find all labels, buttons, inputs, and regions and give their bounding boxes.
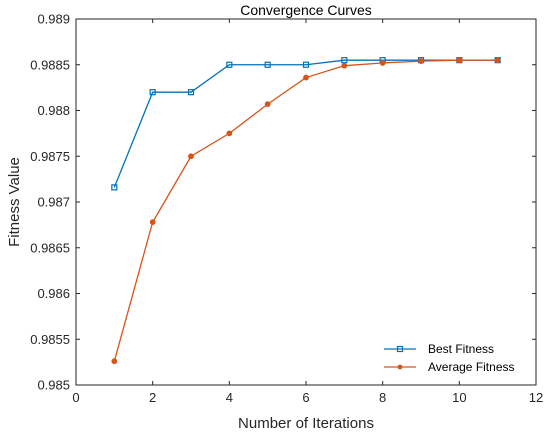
- y-tick-label: 0.989: [37, 12, 70, 27]
- best-fitness-point: [264, 61, 271, 68]
- legend-box: [376, 338, 528, 378]
- y-tick-label: 0.988: [37, 103, 70, 118]
- best-fitness-point: [341, 57, 348, 64]
- x-axis-title: Number of Iterations: [238, 415, 374, 432]
- best-fitness-legend-label: Best Fitness: [428, 342, 494, 356]
- average-fitness-point: [149, 219, 156, 226]
- series-layer: [111, 57, 501, 365]
- axis-ticks: 0 2 4 6 8 10 12 0.985 0.9855 0.986 0.9865 0.987 0.98…: [30, 12, 543, 406]
- y-tick-label: 0.987: [37, 195, 70, 210]
- best-fitness-point: [111, 184, 118, 191]
- best-fitness-point: [149, 89, 156, 96]
- y-tick-label: 0.9865: [30, 240, 70, 255]
- x-tick-label: 12: [529, 390, 543, 405]
- y-axis-title: Fitness Value: [6, 157, 23, 247]
- chart-title: Convergence Curves: [240, 2, 372, 18]
- y-tick-label: 0.9885: [30, 57, 70, 72]
- x-tick-label: 8: [379, 390, 386, 405]
- average-fitness-legend-label: Average Fitness: [428, 360, 515, 374]
- average-fitness-point: [111, 358, 118, 365]
- average-fitness-point: [188, 153, 194, 160]
- y-tick-label: 0.986: [37, 286, 70, 301]
- average-fitness-point: [226, 130, 233, 137]
- average-fitness-point: [418, 58, 424, 64]
- best-fitness-point: [187, 89, 195, 96]
- average-fitness-legend-marker: [397, 364, 403, 370]
- average-fitness-point: [494, 57, 501, 64]
- x-tick-label: 2: [149, 390, 156, 405]
- y-tick-label: 0.9875: [30, 149, 70, 164]
- x-tick-label: 10: [452, 390, 466, 405]
- average-fitness-point: [379, 60, 386, 66]
- y-tick-label: 0.985: [37, 378, 70, 393]
- average-fitness-point: [264, 101, 271, 107]
- legend: Best Fitness Average Fitness: [376, 338, 528, 378]
- plot-area: [75, 18, 537, 386]
- average-fitness-point: [303, 74, 309, 81]
- x-tick-label: 0: [72, 390, 79, 405]
- y-tick-label: 0.9855: [30, 332, 70, 347]
- average-fitness-point: [456, 57, 463, 64]
- x-tick-label: 4: [226, 390, 233, 405]
- best-fitness-legend-marker: [396, 345, 404, 353]
- average-fitness-point: [341, 62, 348, 69]
- x-tick-label: 6: [302, 390, 309, 405]
- best-fitness-point: [302, 61, 310, 68]
- best-fitness-point: [226, 61, 233, 68]
